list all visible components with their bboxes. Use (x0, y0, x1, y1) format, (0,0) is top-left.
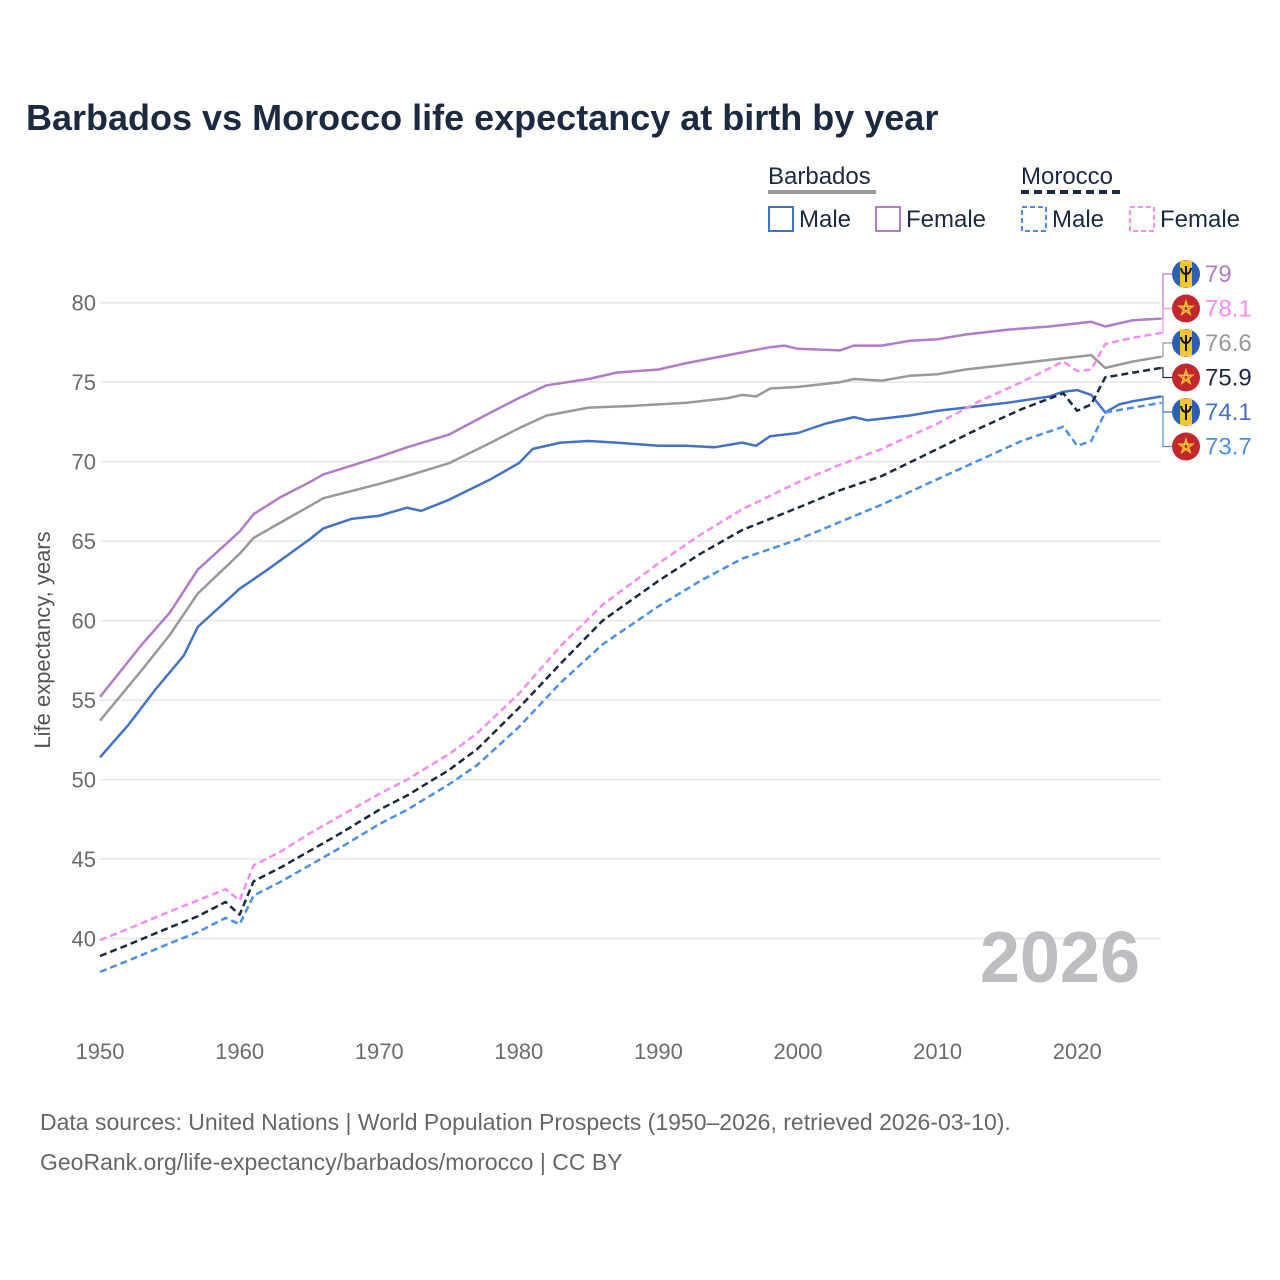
x-tick-1970: 1970 (355, 1039, 404, 1064)
x-tick-2020: 2020 (1053, 1039, 1102, 1064)
legend-morocco-male-swatch (1021, 206, 1047, 232)
series-barbados_female (99, 317, 1162, 698)
legend-barbados-male-swatch (768, 206, 794, 232)
y-tick-55: 55 (72, 688, 96, 713)
source-line-2: GeoRank.org/life-expectancy/barbados/mor… (40, 1149, 623, 1175)
barbados-flag-icon (1172, 329, 1200, 357)
legend: Barbados Male Female Morocco Male Female (768, 163, 1240, 233)
y-tick-70: 70 (72, 450, 96, 475)
series-barbados_male (99, 388, 1162, 759)
y-axis-label: Life expectancy, years (30, 531, 55, 748)
legend-barbados-female-label: Female (906, 206, 986, 233)
legend-barbados-female-swatch (875, 206, 901, 232)
x-tick-1990: 1990 (634, 1039, 683, 1064)
x-axis: 1950 1960 1970 1980 1990 2000 2010 2020 (76, 1039, 1102, 1064)
series-barbados_total (99, 353, 1162, 722)
end-labels: 79 78.1 76.6 75.9 74.1 73.7 (1161, 260, 1252, 461)
series-morocco_total (99, 366, 1162, 958)
series-morocco_male (99, 401, 1162, 974)
legend-morocco-female-swatch (1129, 206, 1155, 232)
end-connector-morocco_total (1161, 367, 1172, 379)
end-label-morocco_female: 78.1 (1205, 296, 1252, 323)
y-tick-80: 80 (72, 291, 96, 316)
morocco-flag-icon (1172, 432, 1200, 461)
x-tick-2000: 2000 (774, 1039, 823, 1064)
y-tick-50: 50 (72, 768, 96, 793)
end-connector-barbados_female (1161, 273, 1172, 320)
end-label-morocco_total: 75.9 (1205, 365, 1252, 392)
legend-morocco-male-label: Male (1052, 206, 1104, 233)
end-label-barbados_female: 79 (1205, 261, 1232, 288)
x-tick-1950: 1950 (76, 1039, 125, 1064)
source-line-1: Data sources: United Nations | World Pop… (40, 1109, 1011, 1135)
end-connector-barbados_total (1161, 342, 1172, 358)
year-watermark: 2026 (980, 918, 1140, 998)
morocco-flag-icon (1172, 363, 1200, 392)
x-tick-1960: 1960 (215, 1039, 264, 1064)
end-label-barbados_male: 74.1 (1205, 399, 1252, 426)
end-connector-morocco_male (1161, 402, 1172, 448)
barbados-flag-icon (1172, 260, 1200, 288)
morocco-flag-icon (1172, 294, 1200, 323)
y-tick-45: 45 (72, 847, 96, 872)
legend-morocco-label: Morocco (1021, 163, 1113, 190)
series-morocco_female (99, 331, 1162, 942)
end-label-barbados_total: 76.6 (1205, 330, 1252, 357)
y-axis: 40 45 50 55 60 65 70 75 80 (72, 291, 96, 952)
y-tick-40: 40 (72, 927, 96, 952)
y-tick-65: 65 (72, 529, 96, 554)
legend-morocco-female-label: Female (1160, 206, 1240, 233)
gridlines (100, 301, 1161, 940)
chart-title: Barbados vs Morocco life expectancy at b… (26, 97, 938, 138)
end-connector-morocco_female (1161, 307, 1172, 334)
end-label-morocco_male: 73.7 (1205, 434, 1252, 461)
x-tick-1980: 1980 (494, 1039, 543, 1064)
x-tick-2010: 2010 (913, 1039, 962, 1064)
y-tick-75: 75 (72, 370, 96, 395)
legend-barbados-male-label: Male (799, 206, 851, 233)
barbados-flag-icon (1172, 398, 1200, 426)
legend-barbados-label: Barbados (768, 163, 871, 190)
y-tick-60: 60 (72, 609, 96, 634)
series-lines (99, 317, 1162, 974)
